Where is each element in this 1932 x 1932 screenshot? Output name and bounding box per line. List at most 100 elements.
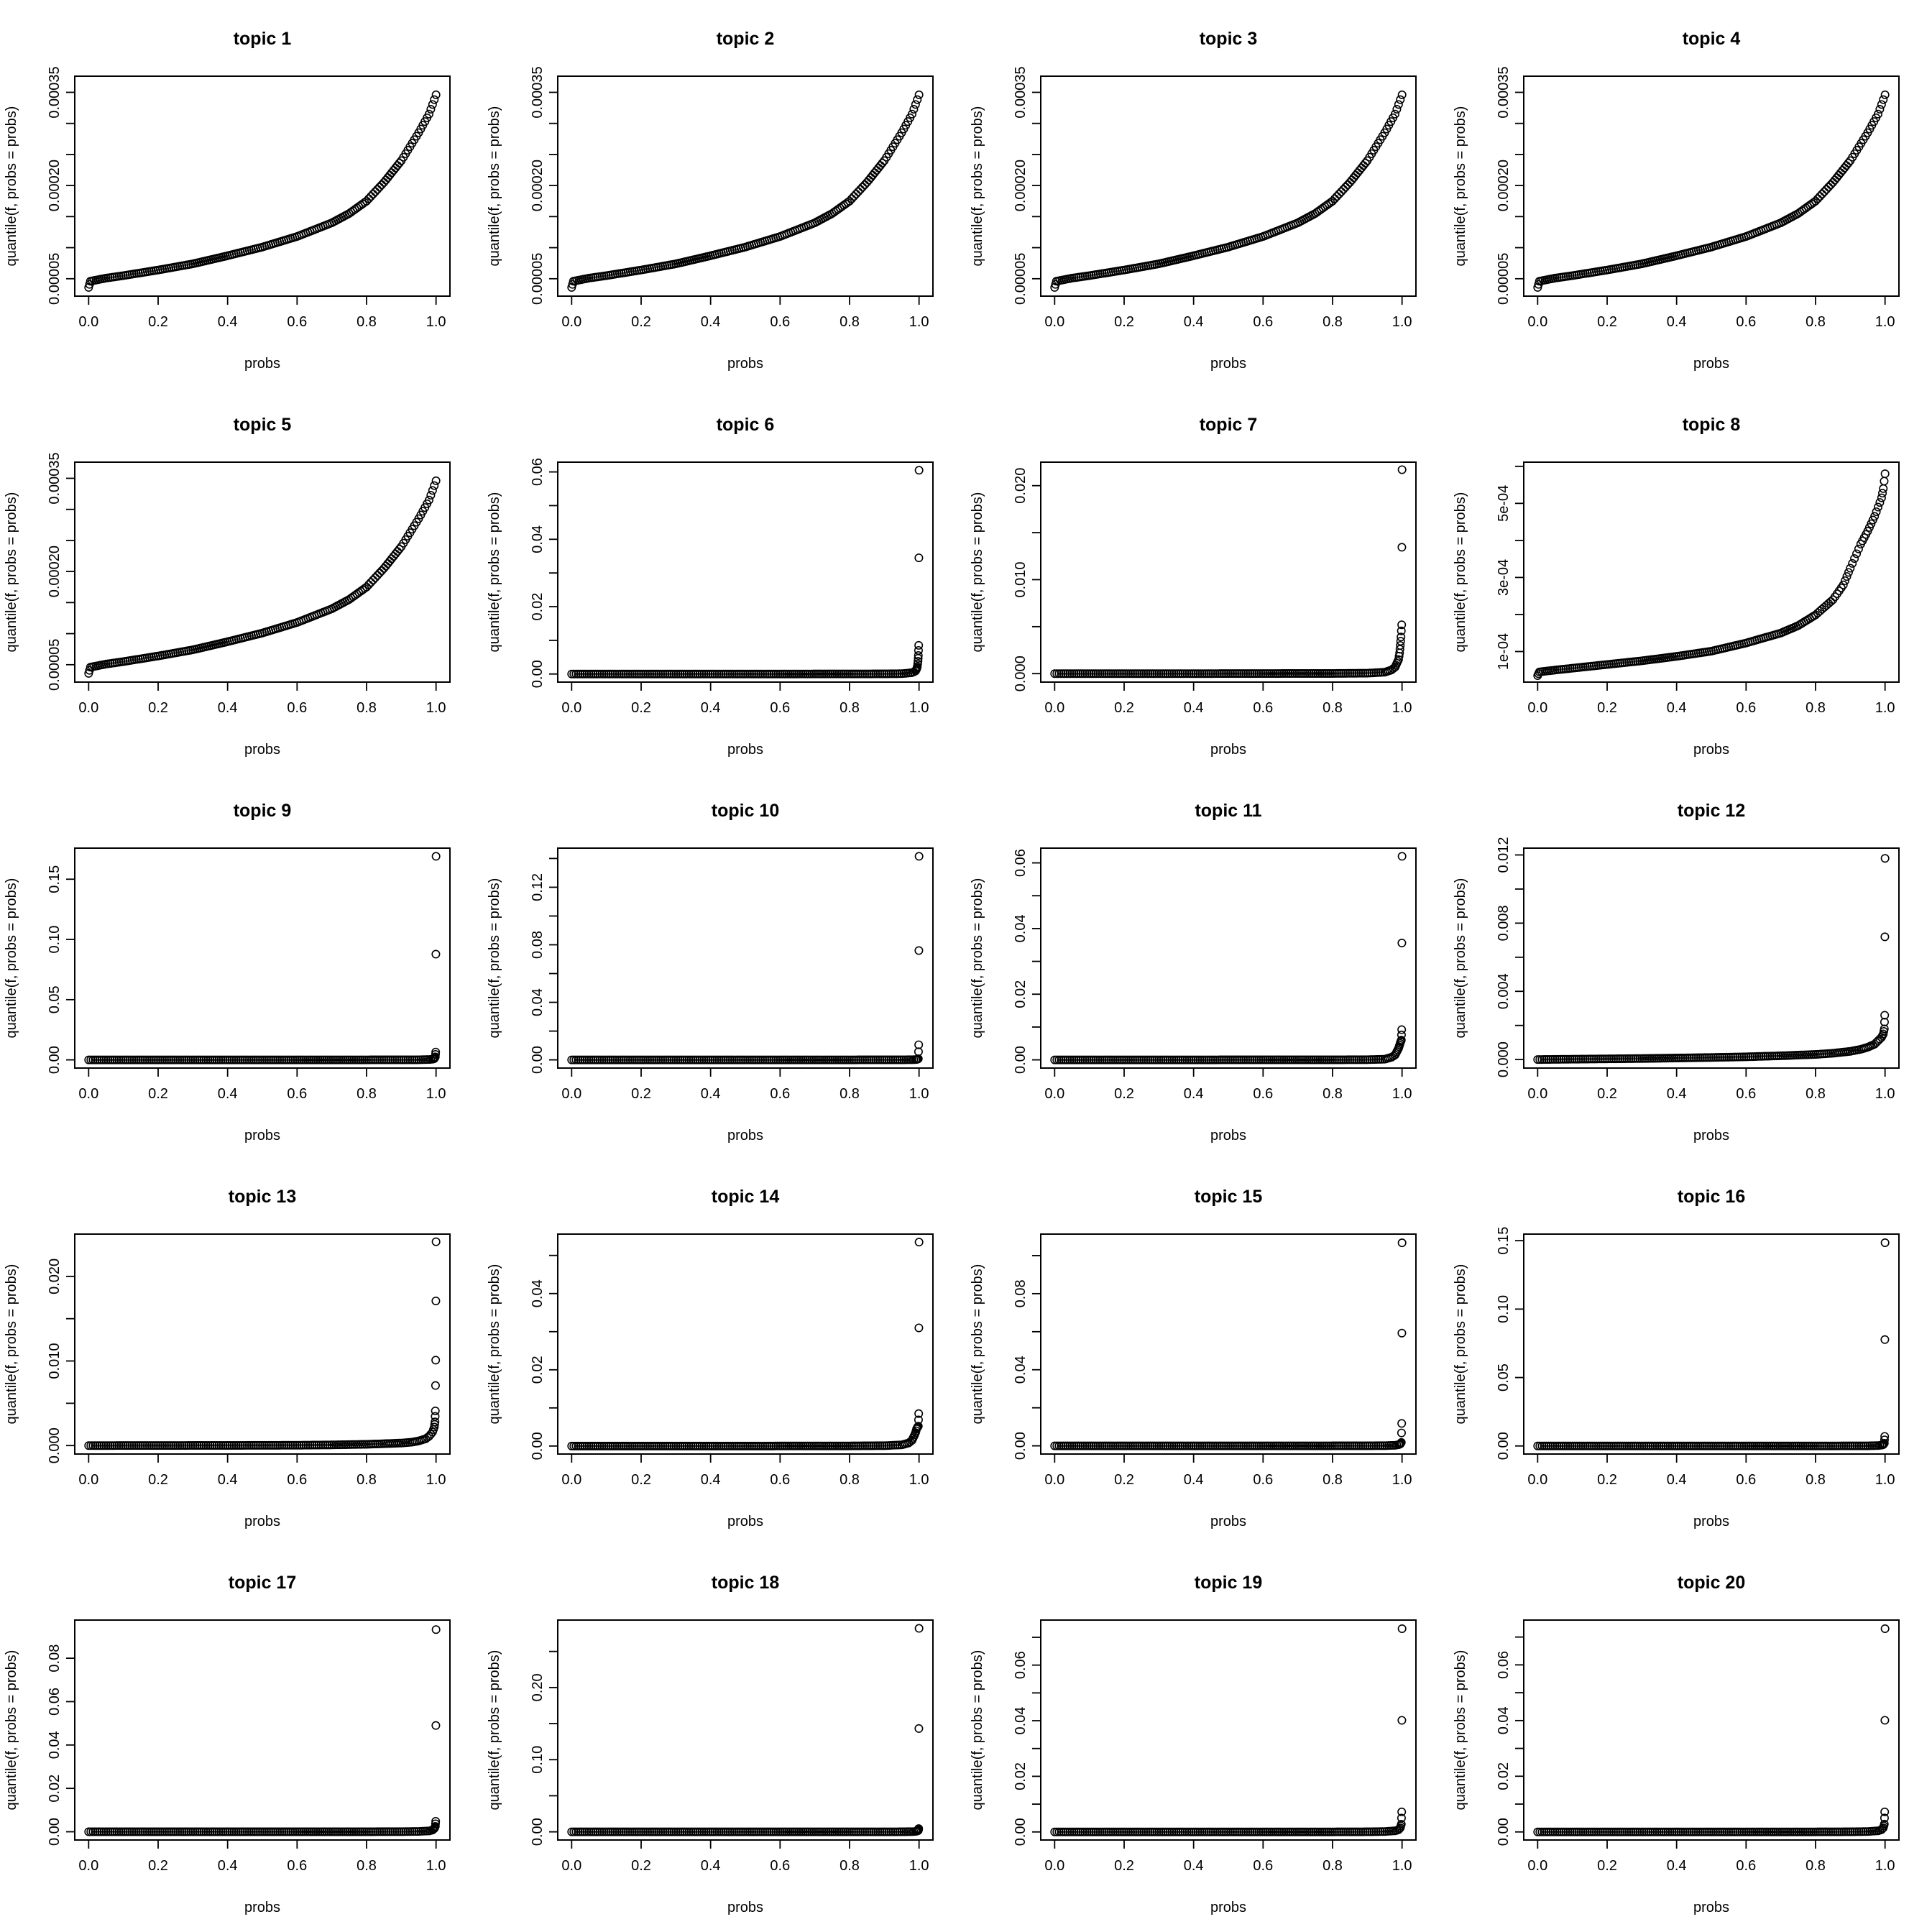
data-point	[645, 1441, 655, 1450]
data-point	[727, 1055, 737, 1064]
data-point	[1880, 477, 1889, 486]
data-points	[84, 90, 441, 292]
data-point	[678, 669, 687, 678]
data-point	[1879, 484, 1888, 493]
data-point	[1624, 1441, 1634, 1450]
data-point	[167, 1827, 176, 1836]
data-point	[1057, 1827, 1066, 1836]
data-point	[748, 1827, 757, 1836]
data-point	[652, 1827, 661, 1836]
data-point	[431, 852, 441, 861]
data-point	[1139, 1827, 1149, 1836]
data-point	[699, 1055, 709, 1064]
data-point	[1202, 1055, 1211, 1064]
data-point	[1137, 1441, 1146, 1450]
data-point	[1339, 1055, 1348, 1064]
data-point	[717, 1055, 726, 1064]
data-point	[395, 1055, 404, 1064]
y-tick-label: 0.06	[1013, 849, 1029, 877]
data-point	[203, 1055, 213, 1064]
data-point	[1631, 1827, 1640, 1836]
data-points	[1533, 854, 1890, 1064]
data-point	[373, 1055, 382, 1064]
data-point	[1085, 1055, 1094, 1064]
data-point	[1098, 1827, 1107, 1836]
data-point	[1555, 1827, 1564, 1836]
data-point	[860, 1055, 870, 1064]
data-point	[223, 1055, 232, 1064]
data-point	[719, 1055, 728, 1064]
data-point	[584, 1827, 594, 1836]
data-point	[186, 1441, 196, 1450]
data-point	[108, 1827, 117, 1836]
x-tick-label: 1.0	[1875, 1472, 1895, 1488]
data-point	[377, 1055, 387, 1064]
data-point	[684, 669, 694, 678]
data-point	[251, 1440, 260, 1450]
y-tick-label: 0.012	[1496, 837, 1512, 873]
data-point	[386, 1055, 395, 1064]
y-tick-label: 0.04	[530, 525, 546, 553]
data-point	[384, 1827, 393, 1836]
data-point	[1581, 1441, 1590, 1450]
data-point	[723, 1441, 732, 1450]
data-point	[712, 1827, 722, 1836]
data-point	[748, 669, 757, 678]
data-point	[367, 578, 376, 587]
data-point	[1204, 1055, 1213, 1064]
data-point	[1254, 1055, 1264, 1064]
data-point	[238, 1827, 247, 1836]
data-points	[84, 1237, 441, 1450]
data-points	[1050, 1624, 1407, 1836]
data-point	[1698, 1827, 1707, 1836]
chart-title: topic 18	[712, 1573, 780, 1593]
data-point	[1074, 1055, 1083, 1064]
data-point	[1254, 669, 1264, 678]
data-point	[1167, 1055, 1177, 1064]
data-point	[188, 1441, 198, 1450]
data-point	[645, 669, 655, 678]
data-point	[1878, 489, 1887, 498]
data-point	[214, 1441, 224, 1450]
y-tick-label: 0.010	[1013, 561, 1029, 597]
data-point	[1187, 669, 1196, 678]
data-point	[914, 90, 924, 99]
data-point	[1674, 1441, 1683, 1450]
data-point	[1374, 1441, 1383, 1450]
data-point	[431, 1625, 441, 1634]
data-point	[1252, 1055, 1261, 1064]
data-point	[1880, 1819, 1889, 1828]
y-axis-label: quantile(f, probs = probs)	[4, 492, 19, 653]
data-point	[231, 1440, 241, 1450]
data-point	[1678, 1827, 1688, 1836]
data-point	[593, 1827, 602, 1836]
data-point	[847, 1055, 857, 1064]
data-point	[1120, 669, 1129, 678]
data-point	[138, 1827, 147, 1836]
data-point	[1102, 1055, 1111, 1064]
data-point	[699, 1441, 709, 1450]
data-point	[286, 1440, 295, 1450]
data-point	[727, 1827, 737, 1836]
data-point	[277, 1440, 287, 1450]
y-tick-label: 0.00	[1013, 1046, 1029, 1074]
data-point	[1146, 1827, 1155, 1836]
data-point	[1659, 1441, 1668, 1450]
data-point	[1397, 1428, 1406, 1438]
y-tick-label: 0.004	[1496, 973, 1512, 1009]
data-point	[149, 1055, 158, 1064]
data-point	[661, 1441, 670, 1450]
data-point	[1161, 669, 1170, 678]
data-point	[1204, 1441, 1213, 1450]
data-point	[383, 173, 392, 183]
plot-frame	[74, 847, 451, 1069]
data-point	[734, 669, 743, 678]
data-point	[714, 1441, 724, 1450]
data-point	[1854, 544, 1863, 553]
data-point	[284, 1440, 293, 1450]
data-point	[1674, 1827, 1683, 1836]
data-point	[582, 669, 592, 678]
data-point	[1152, 1827, 1162, 1836]
data-points	[567, 1624, 924, 1836]
data-point	[101, 1055, 111, 1064]
